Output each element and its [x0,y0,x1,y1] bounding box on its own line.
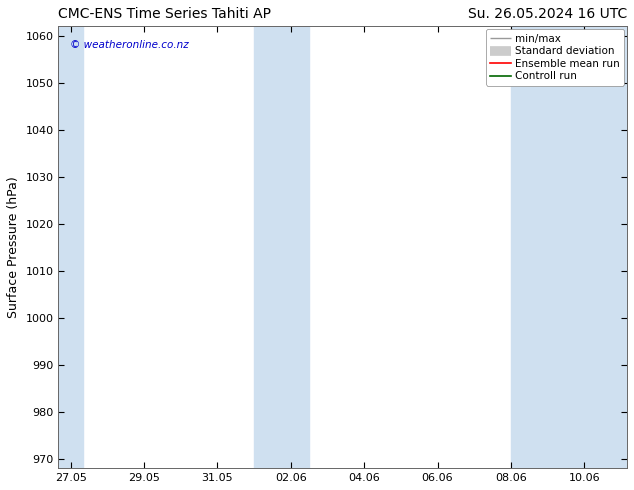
Bar [511,26,627,468]
Legend: min/max, Standard deviation, Ensemble mean run, Controll run: min/max, Standard deviation, Ensemble me… [486,29,624,86]
Text: CMC-ENS Time Series Tahiti AP: CMC-ENS Time Series Tahiti AP [58,7,271,21]
Text: © weatheronline.co.nz: © weatheronline.co.nz [70,40,188,49]
Text: Su. 26.05.2024 16 UTC: Su. 26.05.2024 16 UTC [468,7,627,21]
Y-axis label: Surface Pressure (hPa): Surface Pressure (hPa) [7,176,20,318]
Bar [254,26,309,468]
Bar [58,26,83,468]
